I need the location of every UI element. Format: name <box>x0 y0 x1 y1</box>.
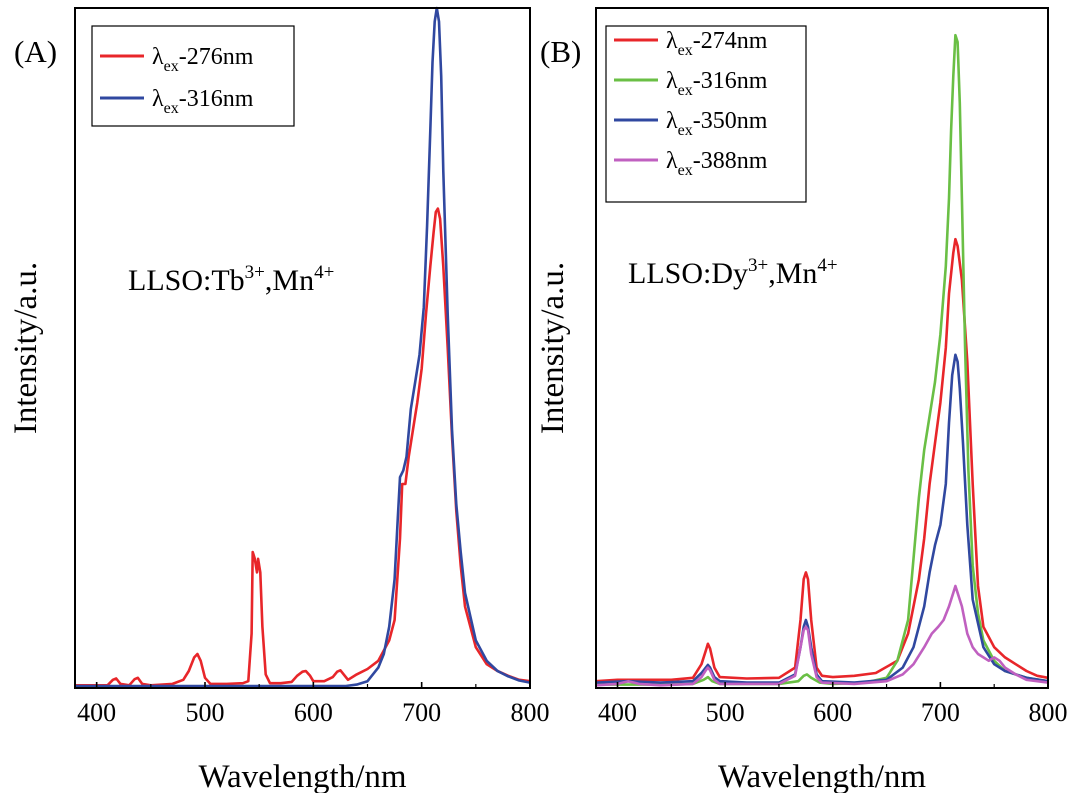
legend-sub: ex <box>678 82 693 99</box>
sample-label: LLSO:Dy3+,Mn4+ <box>628 255 838 290</box>
legend-suffix: -316nm <box>179 86 254 112</box>
legend-sub: ex <box>678 162 693 179</box>
legend-lambda: λ <box>152 44 164 70</box>
series-line-0 <box>595 237 1049 683</box>
sample-label-sup: 3+ <box>748 255 768 276</box>
legend-label-0: λex-276nm <box>152 44 254 75</box>
panel-b: 400 500 600 700 800 Wavelength/nm Intensity/a.… <box>535 7 1068 793</box>
series-line-3 <box>595 584 1049 687</box>
series-line-1 <box>75 6 531 688</box>
sample-label-sup: 4+ <box>314 262 334 283</box>
sample-label-mid: ,Mn <box>265 264 314 297</box>
x-axis-label: Wavelength/nm <box>198 759 406 793</box>
legend-suffix: -350nm <box>693 108 768 134</box>
x-tick-label: 800 <box>1029 698 1068 727</box>
plot-frame <box>595 7 1049 689</box>
legend-box <box>605 25 807 203</box>
panel-label: (B) <box>540 34 581 69</box>
x-tick-label: 400 <box>77 698 116 727</box>
y-axis-label: Intensity/a.u. <box>535 262 571 434</box>
panel-label: (A) <box>14 34 57 69</box>
x-tick-label: 500 <box>706 698 745 727</box>
legend-lambda: λ <box>152 86 164 112</box>
y-axis-label: Intensity/a.u. <box>8 262 44 434</box>
series-line-2 <box>595 353 1049 684</box>
x-tick-label: 700 <box>921 698 960 727</box>
legend-lambda: λ <box>666 28 678 54</box>
legend-suffix: -274nm <box>693 28 768 54</box>
sample-label-sup: 3+ <box>245 262 265 283</box>
legend-sub: ex <box>678 122 693 139</box>
sample-label-sup: 4+ <box>817 255 837 276</box>
legend-sub: ex <box>164 100 179 117</box>
legend-lambda: λ <box>666 108 678 134</box>
sample-label: LLSO:Tb3+,Mn4+ <box>128 262 334 297</box>
legend-suffix: -388nm <box>693 148 768 174</box>
legend-label-1: λex-316nm <box>152 86 254 117</box>
x-tick-label: 800 <box>511 698 550 727</box>
sample-label-mid: ,Mn <box>768 257 817 290</box>
legend-sub: ex <box>164 58 179 75</box>
legend-suffix: -276nm <box>179 44 254 70</box>
sample-label-base: LLSO:Dy <box>628 257 748 290</box>
legend-label-1: λex-316nm <box>666 68 768 99</box>
legend-label-0: λex-274nm <box>666 28 768 59</box>
legend-box <box>91 25 295 127</box>
panel-a: 400 500 600 700 800 Wavelength/nm Intensity/a.… <box>8 6 550 793</box>
sample-label-base: LLSO:Tb <box>128 264 245 297</box>
x-tick-label: 400 <box>598 698 637 727</box>
series-line-0 <box>75 207 531 687</box>
x-tick-label: 600 <box>294 698 333 727</box>
x-tick-label: 700 <box>402 698 441 727</box>
plot-frame <box>74 7 531 689</box>
x-tick-label: 500 <box>186 698 225 727</box>
legend-sub: ex <box>678 42 693 59</box>
x-tick-label: 600 <box>813 698 852 727</box>
legend-label-2: λex-350nm <box>666 108 768 139</box>
legend-label-3: λex-388nm <box>666 148 768 179</box>
x-axis-label: Wavelength/nm <box>718 759 926 793</box>
legend-lambda: λ <box>666 148 678 174</box>
legend-lambda: λ <box>666 68 678 94</box>
legend-suffix: -316nm <box>693 68 768 94</box>
